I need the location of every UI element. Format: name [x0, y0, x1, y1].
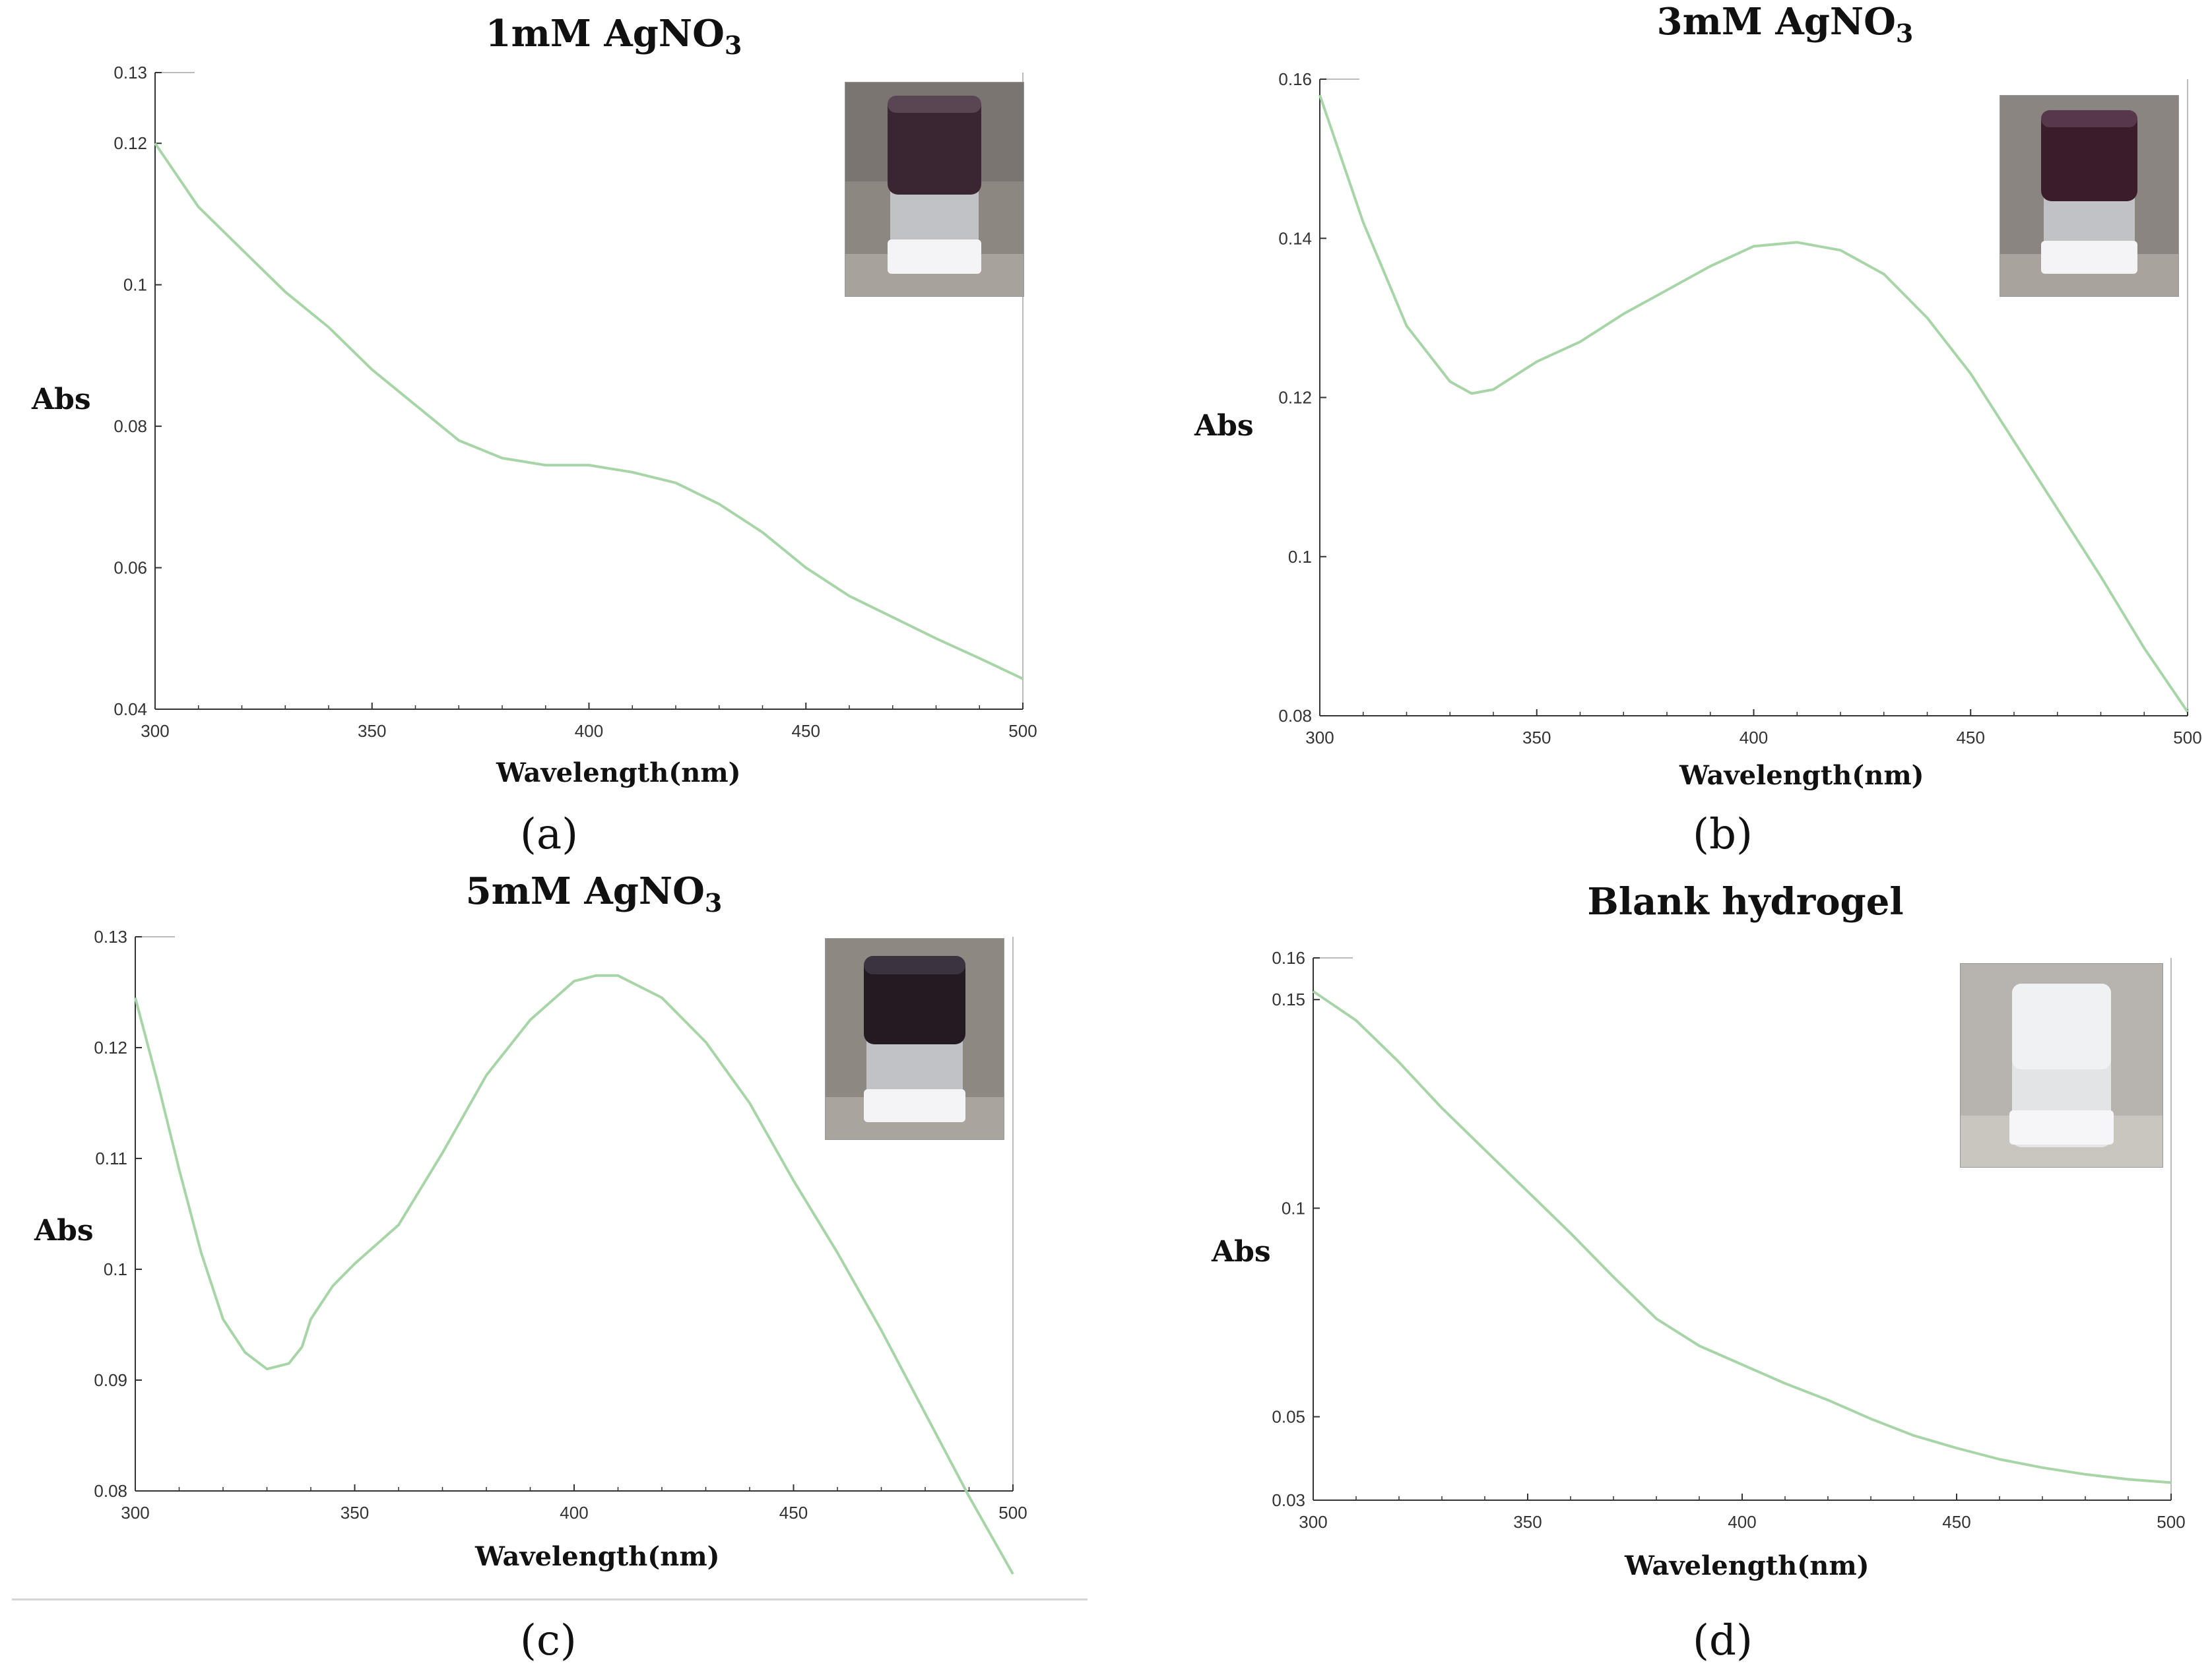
y-tick-label: 0.16: [1272, 948, 1305, 968]
panel-title: Blank hydrogel: [1574, 880, 1917, 928]
x-tick-label: 300: [141, 721, 169, 741]
x-tick-label: 350: [341, 1503, 369, 1523]
series-line-absorbance: [154, 142, 1024, 680]
x-tick-label: 350: [1513, 1512, 1542, 1532]
y-tick-label: 0.06: [114, 558, 147, 578]
y-tick-label: 0.11: [95, 1149, 127, 1168]
x-tick-label: 450: [1942, 1512, 1970, 1532]
y-tick-label: 0.15: [1272, 990, 1305, 1009]
vial-photo: [845, 82, 1024, 297]
panel-label: (d): [1693, 1616, 1753, 1665]
y-tick-label: 0.05: [1272, 1407, 1305, 1427]
x-tick-label: 300: [1305, 728, 1334, 747]
y-tick-label: 0.12: [114, 133, 147, 153]
y-tick-label: 0.13: [94, 927, 127, 947]
x-tick-label: 400: [575, 721, 603, 741]
x-tick-label: 500: [1008, 721, 1037, 741]
series-line-absorbance: [134, 974, 1014, 1575]
x-axis-label: Wavelength(nm): [1679, 760, 1924, 791]
x-axis-label: Wavelength(nm): [475, 1541, 720, 1572]
y-tick-label: 0.1: [104, 1259, 127, 1279]
divider-line: [12, 1598, 1088, 1600]
panel-title: 3mM AgNO3: [1646, 0, 1924, 48]
title-text: Blank hydrogel: [1587, 880, 1904, 924]
vial-photo: [825, 938, 1004, 1140]
y-tick-label: 0.08: [114, 416, 147, 436]
panel-label: (c): [520, 1616, 577, 1665]
x-tick-label: 450: [792, 721, 820, 741]
x-tick-label: 300: [1299, 1512, 1327, 1532]
x-tick-label: 400: [1740, 728, 1768, 747]
y-axis-label: Abs: [1194, 409, 1254, 443]
y-tick-label: 0.03: [1272, 1490, 1305, 1510]
panel-title: 1mM AgNO3: [475, 12, 752, 60]
y-tick-label: 0.08: [1278, 706, 1312, 726]
title-text: 3mM AgNO: [1656, 0, 1896, 44]
y-tick-label: 0.1: [1288, 547, 1312, 567]
y-axis-label: Abs: [32, 383, 91, 416]
title-subscript: 3: [724, 30, 742, 60]
series-line-absorbance: [1312, 990, 2172, 1484]
y-tick-label: 0.13: [114, 63, 147, 82]
title-text: 1mM AgNO: [485, 12, 725, 55]
series-line-absorbance: [1318, 94, 2189, 713]
x-axis-label: Wavelength(nm): [1625, 1550, 1870, 1581]
x-tick-label: 300: [121, 1503, 149, 1523]
x-axis-label: Wavelength(nm): [496, 757, 741, 788]
x-tick-label: 500: [998, 1503, 1027, 1523]
vial-photo: [2000, 95, 2179, 297]
title-subscript: 3: [704, 888, 723, 918]
y-tick-label: 0.08: [94, 1481, 127, 1501]
y-tick-label: 0.14: [1278, 228, 1312, 248]
y-tick-label: 0.04: [114, 699, 147, 719]
vial-dark-gel-icon: [826, 939, 1004, 1139]
x-tick-label: 450: [1957, 728, 1985, 747]
y-tick-label: 0.12: [1278, 388, 1312, 408]
vial-dark-gel-icon: [845, 82, 1024, 296]
x-tick-label: 500: [2173, 728, 2201, 747]
vial-photo: [1960, 963, 2163, 1168]
y-tick-label: 0.12: [94, 1038, 127, 1058]
panel-label: (b): [1693, 810, 1753, 859]
panel-title: 5mM AgNO3: [455, 869, 732, 918]
x-tick-label: 350: [358, 721, 386, 741]
y-tick-label: 0.16: [1278, 69, 1312, 89]
x-tick-label: 450: [779, 1503, 808, 1523]
y-axis-label: Abs: [34, 1214, 94, 1248]
x-tick-label: 400: [560, 1503, 588, 1523]
y-axis-label: Abs: [1212, 1235, 1271, 1269]
title-subscript: 3: [1895, 18, 1914, 48]
y-tick-label: 0.09: [94, 1370, 127, 1390]
y-tick-label: 0.1: [123, 275, 147, 295]
x-tick-label: 500: [2157, 1512, 2185, 1532]
vial-clear-gel-icon: [1961, 964, 2163, 1167]
title-text: 5mM AgNO: [465, 869, 705, 913]
x-tick-label: 350: [1522, 728, 1551, 747]
panel-label: (a): [520, 810, 579, 859]
x-tick-label: 400: [1728, 1512, 1756, 1532]
vial-dark-gel-icon: [2000, 96, 2178, 296]
y-tick-label: 0.1: [1282, 1198, 1305, 1218]
